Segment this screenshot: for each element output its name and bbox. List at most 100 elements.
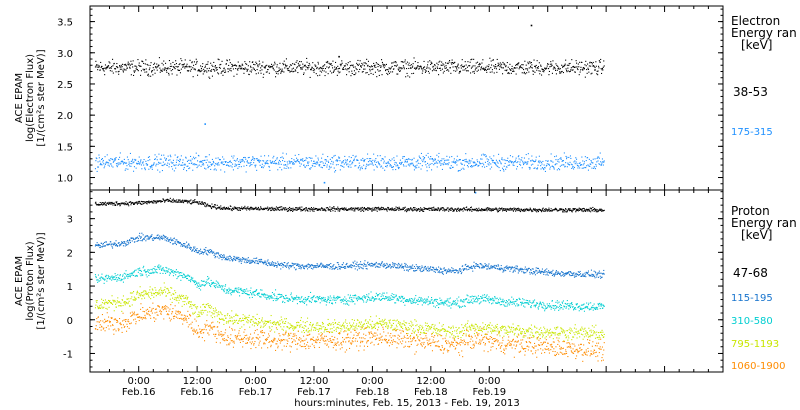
data-point	[448, 268, 450, 270]
data-point	[593, 274, 595, 276]
data-point	[283, 208, 285, 210]
data-point	[189, 246, 191, 248]
data-point	[282, 266, 284, 268]
data-point	[515, 268, 517, 270]
data-point	[436, 209, 438, 211]
data-point	[373, 169, 375, 171]
data-point	[332, 71, 334, 73]
data-point	[563, 66, 565, 68]
data-point	[569, 208, 571, 210]
data-point	[242, 158, 244, 160]
data-point	[186, 200, 188, 202]
data-point	[482, 208, 484, 210]
data-point	[172, 240, 174, 242]
data-point	[245, 158, 247, 160]
data-point	[559, 71, 561, 73]
data-point	[116, 245, 118, 247]
data-point	[356, 208, 358, 210]
data-point	[162, 267, 164, 269]
data-point	[214, 65, 216, 67]
data-point	[544, 271, 546, 273]
data-point	[313, 210, 315, 212]
data-point	[148, 274, 150, 276]
data-point	[481, 166, 483, 168]
data-point	[421, 159, 423, 161]
data-point	[575, 273, 577, 275]
data-point	[366, 158, 368, 160]
data-point	[132, 60, 134, 62]
data-point	[239, 207, 241, 209]
data-point	[254, 64, 256, 66]
data-point	[595, 208, 597, 210]
data-point	[153, 271, 155, 273]
data-point	[201, 69, 203, 71]
data-point	[175, 167, 177, 169]
data-point	[430, 158, 432, 160]
data-point	[456, 155, 458, 157]
data-point	[231, 66, 233, 68]
data-point	[213, 61, 215, 63]
data-point	[187, 246, 189, 248]
data-point	[572, 69, 574, 71]
data-point	[239, 64, 241, 66]
data-point	[378, 70, 380, 72]
data-point	[239, 209, 241, 211]
data-point	[484, 264, 486, 266]
data-point	[161, 269, 163, 271]
data-point	[161, 70, 163, 72]
data-point	[200, 280, 202, 282]
data-point	[562, 208, 564, 210]
data-point	[537, 210, 539, 212]
data-point	[538, 271, 540, 273]
data-point	[466, 66, 468, 68]
data-point	[119, 152, 121, 154]
data-point	[456, 67, 458, 69]
data-point	[603, 60, 605, 62]
data-point	[112, 161, 114, 163]
data-point	[295, 161, 297, 163]
data-point	[345, 68, 347, 70]
data-point	[362, 208, 364, 210]
data-point	[578, 271, 580, 273]
data-point	[220, 162, 222, 164]
data-point	[205, 205, 207, 207]
data-point	[163, 235, 165, 237]
data-point	[268, 262, 270, 264]
data-point	[138, 269, 140, 271]
data-point	[395, 209, 397, 211]
data-point	[518, 208, 520, 210]
data-point	[140, 200, 142, 202]
data-point	[511, 162, 513, 164]
data-point	[300, 158, 302, 160]
data-point	[599, 152, 601, 154]
data-point	[219, 67, 221, 69]
data-point	[181, 164, 183, 166]
data-point	[420, 157, 422, 159]
data-point	[442, 163, 444, 165]
data-point	[460, 65, 462, 67]
data-point	[269, 169, 271, 171]
data-point	[567, 272, 569, 274]
data-point	[474, 65, 476, 67]
data-point	[559, 72, 561, 74]
data-point	[599, 275, 601, 277]
data-point	[109, 243, 111, 245]
data-point	[514, 161, 516, 163]
data-point	[551, 210, 553, 212]
data-point	[416, 265, 418, 267]
data-point	[254, 166, 256, 168]
data-point	[591, 273, 593, 275]
data-point	[591, 63, 593, 65]
data-point	[307, 68, 309, 70]
data-point	[505, 70, 507, 72]
data-point	[299, 266, 301, 268]
data-point	[399, 162, 401, 164]
data-point	[418, 68, 420, 70]
data-point	[239, 295, 241, 297]
data-point	[112, 202, 114, 204]
data-point	[464, 268, 466, 270]
data-point	[314, 165, 316, 167]
data-point	[197, 160, 199, 162]
data-point	[581, 210, 583, 212]
data-point	[349, 61, 351, 63]
